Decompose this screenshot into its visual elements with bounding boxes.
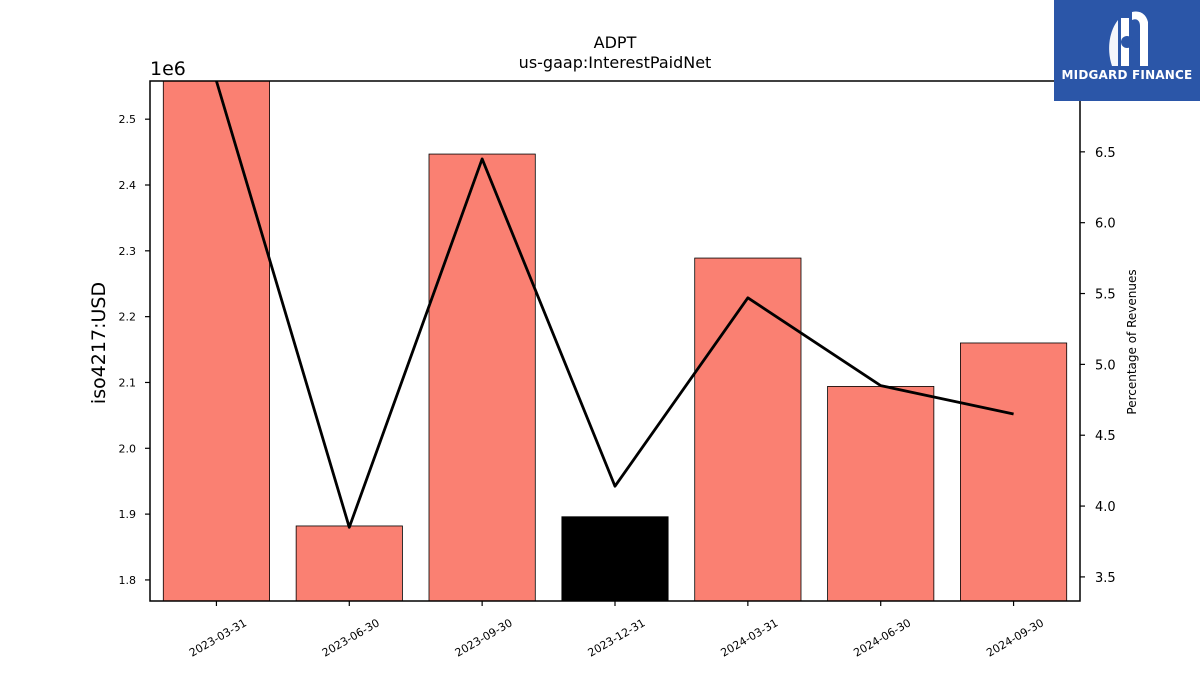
- y-tick-label: 2.1: [119, 376, 137, 389]
- y2-axis-label: Percentage of Revenues: [1125, 269, 1139, 414]
- bar-2024-03-31: [694, 257, 802, 602]
- bar-2023-03-31: [162, 80, 270, 602]
- x-tick-label: 2024-06-30: [851, 616, 913, 659]
- bar-2023-12-31: [561, 516, 669, 602]
- chart-subtitle: us-gaap:InterestPaidNet: [519, 53, 712, 72]
- midgard-finance-logo: MIDGARD FINANCE: [1054, 0, 1200, 101]
- bar-2023-06-30: [295, 525, 403, 602]
- y-tick-label: 1.9: [119, 508, 137, 521]
- bars-group: [162, 80, 1068, 602]
- y-axis-label: iso4217:USD: [88, 282, 110, 404]
- x-tick-label: 2023-03-31: [187, 616, 249, 659]
- y-tick-label: 2.5: [119, 113, 137, 126]
- y2-tick-label: 4.5: [1095, 429, 1116, 444]
- x-tick-label: 2024-03-31: [718, 616, 780, 659]
- y2-tick-label: 4.0: [1095, 500, 1116, 515]
- x-tick-label: 2023-09-30: [453, 616, 515, 659]
- x-tick-label: 2023-12-31: [586, 616, 648, 659]
- y2-tick-label: 5.5: [1095, 288, 1116, 303]
- y2-tick-label: 5.0: [1095, 358, 1116, 373]
- logo-mark-icon: [1109, 11, 1148, 66]
- y2-tick-label: 6.0: [1095, 217, 1116, 232]
- y2-tick-label: 3.5: [1095, 571, 1116, 586]
- y-tick-label: 2.3: [119, 245, 137, 258]
- y-offset-label: 1e6: [150, 58, 186, 80]
- chart-title: ADPT: [594, 33, 637, 52]
- y-tick-label: 2.0: [119, 442, 137, 455]
- x-tick-label: 2024-09-30: [984, 616, 1046, 659]
- x-tick-label: 2023-06-30: [320, 616, 382, 659]
- y-tick-label: 1.8: [119, 574, 137, 587]
- bar-2023-09-30: [428, 153, 536, 602]
- bar-2024-09-30: [960, 342, 1068, 602]
- y-tick-label: 2.2: [119, 311, 137, 324]
- y2-tick-label: 6.5: [1095, 146, 1116, 161]
- line-group: [215, 80, 1014, 529]
- bar-2024-06-30: [827, 386, 935, 602]
- y-tick-label: 2.4: [119, 179, 137, 192]
- logo-text: MIDGARD FINANCE: [1061, 68, 1193, 82]
